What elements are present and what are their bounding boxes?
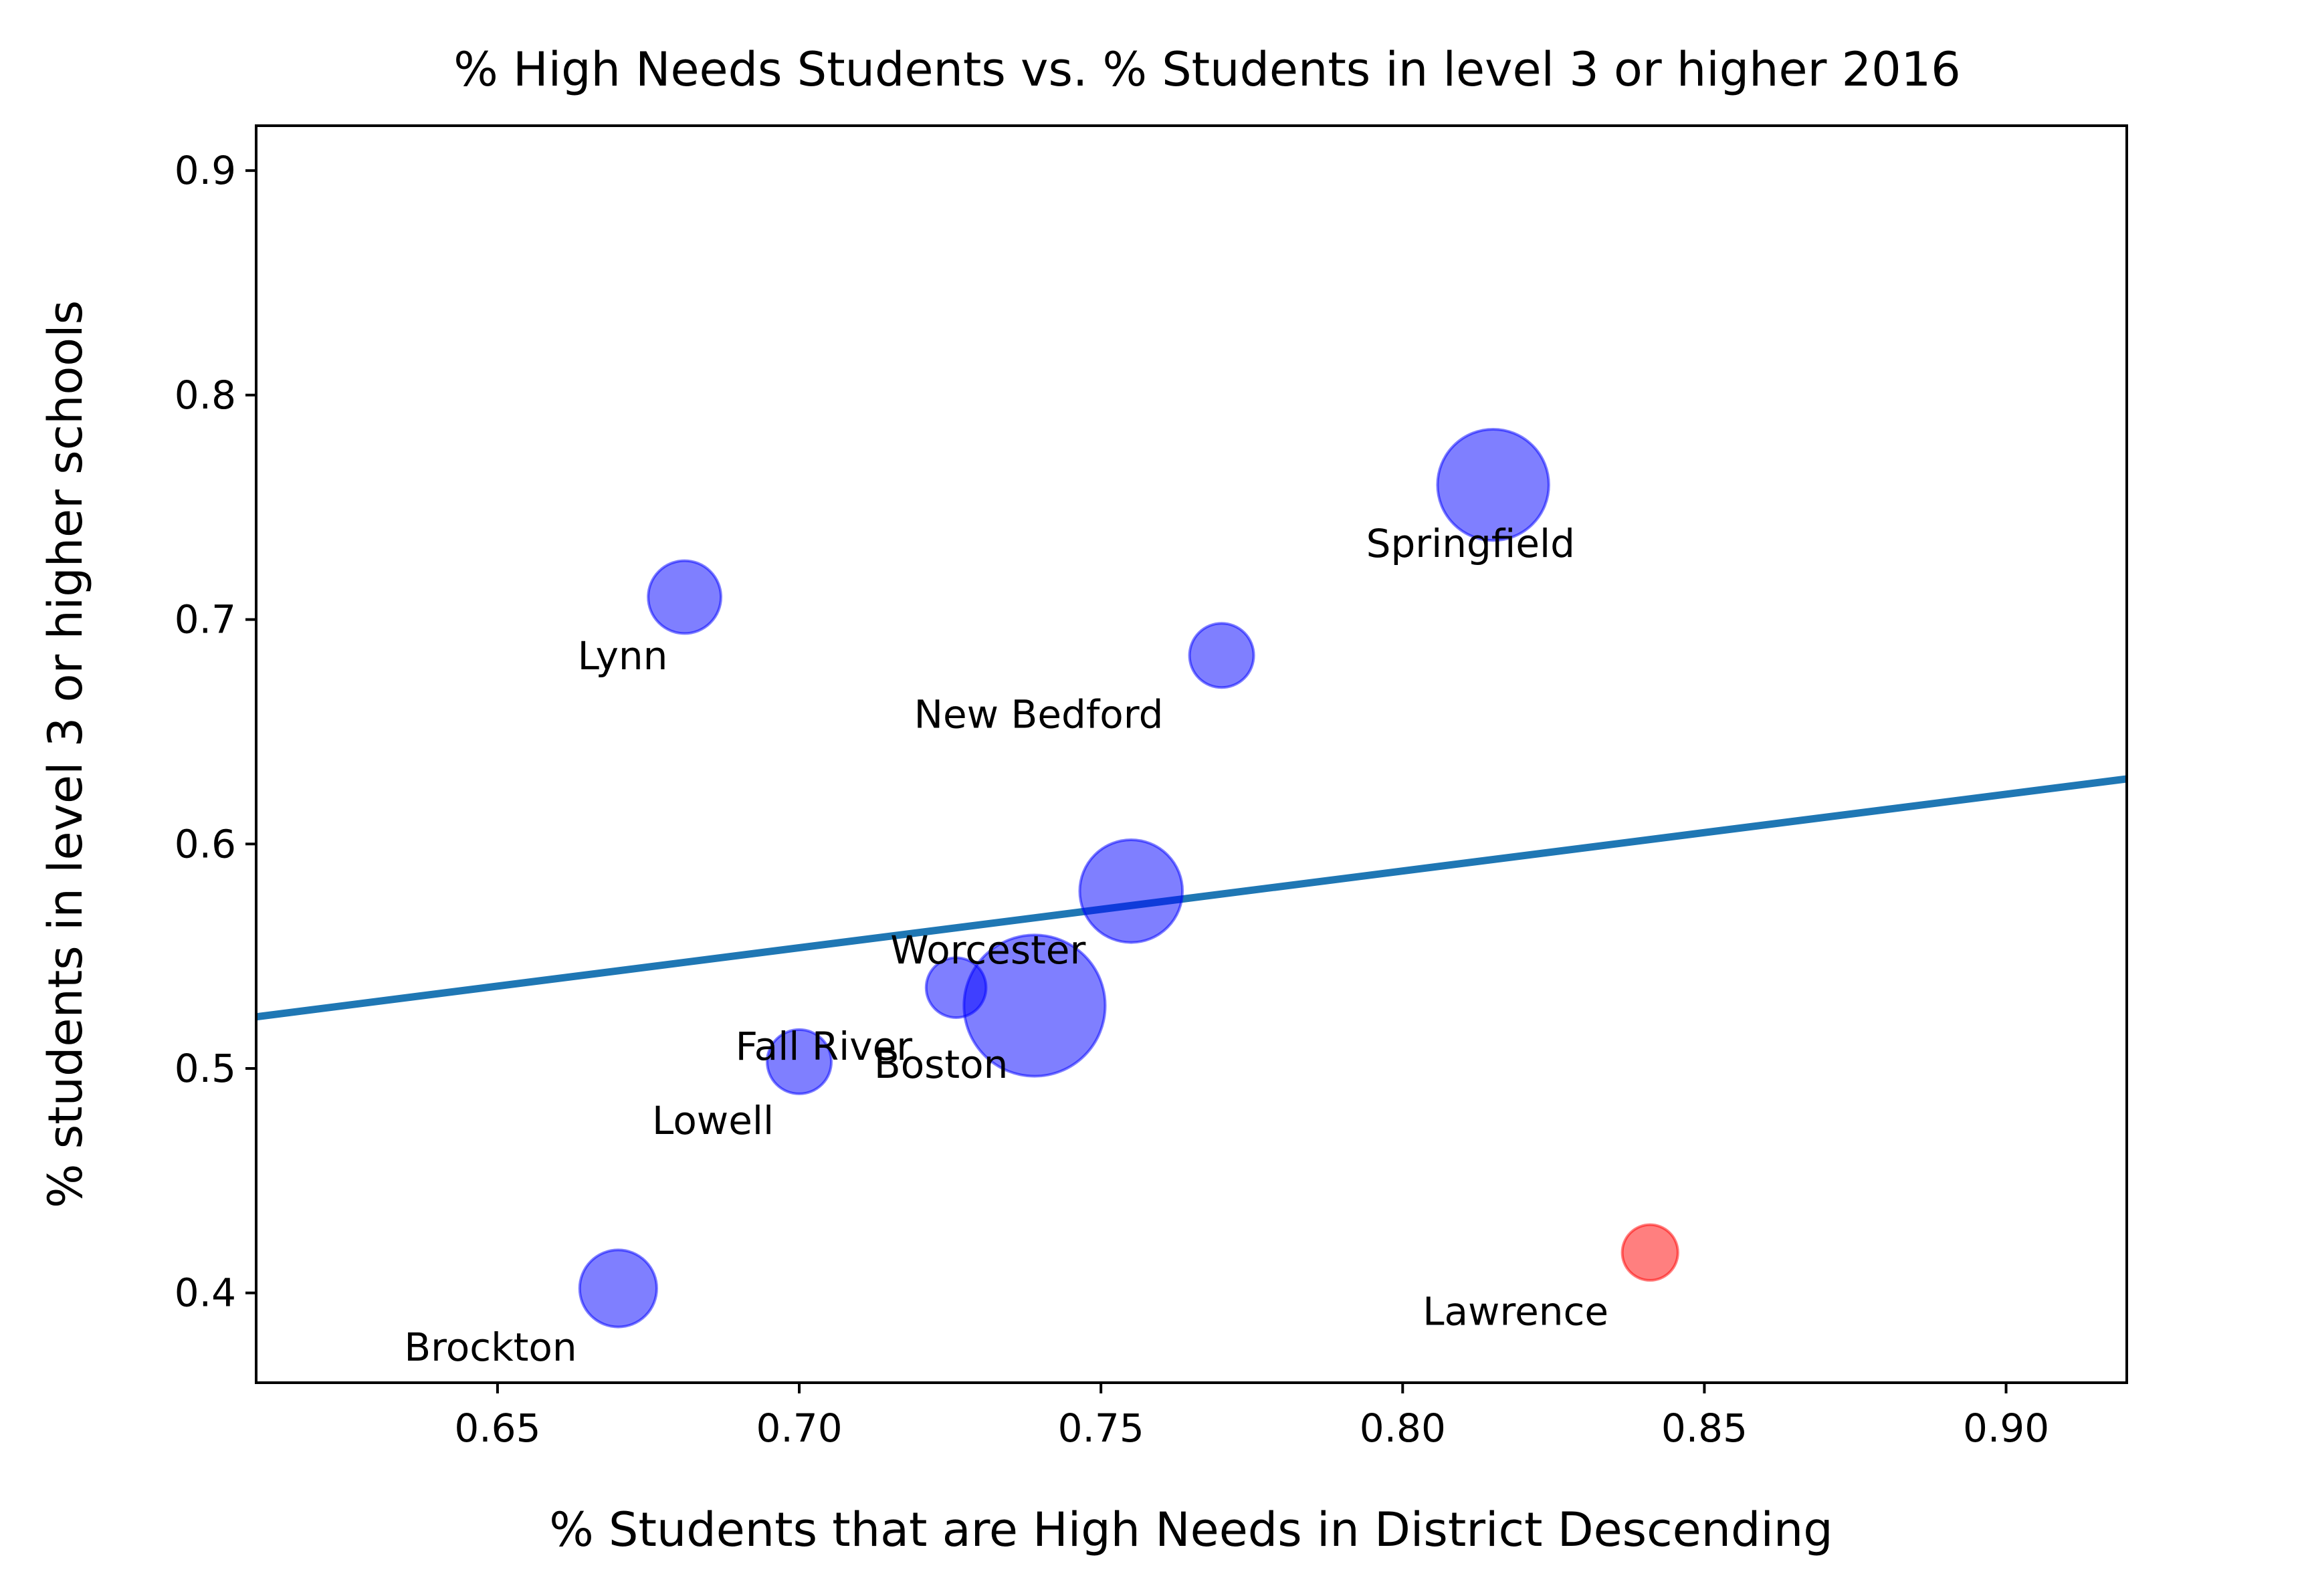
chart-title: % High Needs Students vs. % Students in … [453, 42, 1961, 97]
y-tick-label: 0.4 [175, 1270, 236, 1316]
y-tick-label: 0.5 [175, 1046, 236, 1091]
x-tick-label: 0.80 [1360, 1405, 1446, 1451]
y-tick-label: 0.9 [175, 148, 236, 193]
point-label: Brockton [404, 1325, 577, 1370]
x-tick-label: 0.70 [756, 1405, 842, 1451]
point-label: Lynn [578, 633, 668, 679]
point-label: New Bedford [914, 691, 1164, 737]
x-axis-ticks: 0.65 0.70 0.75 0.80 0.85 0.90 [454, 1383, 2049, 1451]
y-tick-label: 0.7 [175, 597, 236, 643]
data-point [1436, 427, 1550, 542]
data-point [1078, 838, 1184, 944]
y-tick-label: 0.8 [175, 372, 236, 418]
point-label: Springfield [1366, 521, 1575, 566]
point-label: Worcester [890, 927, 1085, 973]
data-point [1188, 622, 1255, 689]
x-tick-label: 0.75 [1058, 1405, 1144, 1451]
y-tick-label: 0.6 [175, 821, 236, 867]
plot-area [256, 427, 2127, 1329]
data-point [1620, 1223, 1679, 1282]
x-tick-label: 0.65 [454, 1405, 540, 1451]
x-tick-label: 0.90 [1963, 1405, 2049, 1451]
regression-line [256, 775, 2127, 1021]
data-point [766, 1028, 833, 1095]
y-axis-label: % students in level 3 or higher schools [38, 300, 93, 1208]
x-axis-label: % Students that are High Needs in Distri… [549, 1502, 1832, 1557]
x-tick-label: 0.85 [1661, 1405, 1748, 1451]
point-label: Boston [874, 1042, 1008, 1087]
data-point [647, 559, 723, 635]
point-label: Lawrence [1423, 1288, 1608, 1334]
point-label: Fall River [736, 1024, 913, 1069]
y-axis-ticks: 0.4 0.5 0.6 0.7 0.8 0.9 [175, 148, 256, 1316]
data-point [578, 1248, 658, 1329]
plot-frame [255, 124, 2128, 1384]
data-point [924, 956, 988, 1019]
point-label: Lowell [652, 1098, 774, 1143]
